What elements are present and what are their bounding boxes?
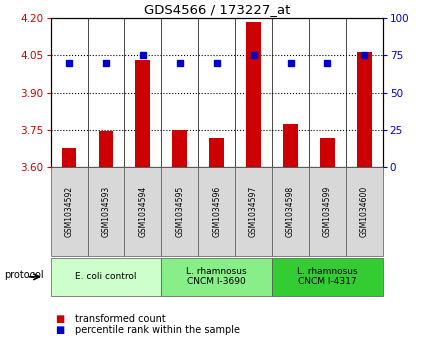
Text: ■: ■ [55,325,64,335]
Bar [209,138,224,167]
Text: protocol: protocol [4,270,44,280]
Bar [136,60,150,167]
Title: GDS4566 / 173227_at: GDS4566 / 173227_at [143,3,290,16]
Text: GSM1034595: GSM1034595 [175,186,184,237]
Text: GSM1034597: GSM1034597 [249,186,258,237]
Text: percentile rank within the sample: percentile rank within the sample [75,325,240,335]
Text: L. rhamnosus
CNCM I-4317: L. rhamnosus CNCM I-4317 [297,267,358,286]
Bar [99,131,114,167]
Text: transformed count: transformed count [75,314,165,325]
Text: GSM1034599: GSM1034599 [323,186,332,237]
Bar [283,123,298,167]
Text: L. rhamnosus
CNCM I-3690: L. rhamnosus CNCM I-3690 [187,267,247,286]
Text: GSM1034596: GSM1034596 [212,186,221,237]
Bar [320,138,335,167]
Text: ■: ■ [55,314,64,325]
Text: GSM1034598: GSM1034598 [286,186,295,237]
Bar [62,148,77,167]
Text: GSM1034593: GSM1034593 [102,186,110,237]
Text: GSM1034592: GSM1034592 [65,186,73,237]
Text: GSM1034594: GSM1034594 [138,186,147,237]
Bar [246,22,261,167]
Text: E. coli control: E. coli control [75,272,137,281]
Bar [357,52,372,167]
Text: GSM1034600: GSM1034600 [360,186,369,237]
Bar [172,130,187,167]
